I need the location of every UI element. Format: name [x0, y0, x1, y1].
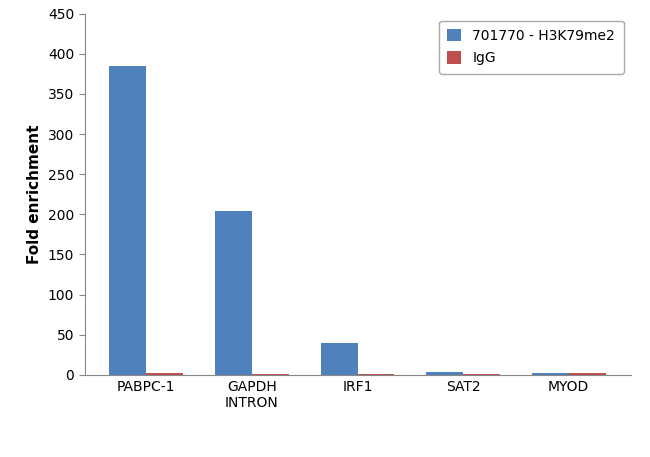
- Bar: [252, 373, 289, 375]
- Bar: [569, 373, 606, 375]
- Bar: [109, 66, 146, 375]
- Bar: [532, 373, 569, 375]
- Bar: [358, 373, 395, 375]
- Bar: [426, 372, 463, 375]
- Y-axis label: Fold enrichment: Fold enrichment: [27, 124, 42, 264]
- Bar: [146, 373, 183, 375]
- Bar: [215, 211, 252, 375]
- Legend: 701770 - H3K79me2, IgG: 701770 - H3K79me2, IgG: [439, 21, 623, 74]
- Bar: [320, 343, 358, 375]
- Bar: [463, 373, 500, 375]
